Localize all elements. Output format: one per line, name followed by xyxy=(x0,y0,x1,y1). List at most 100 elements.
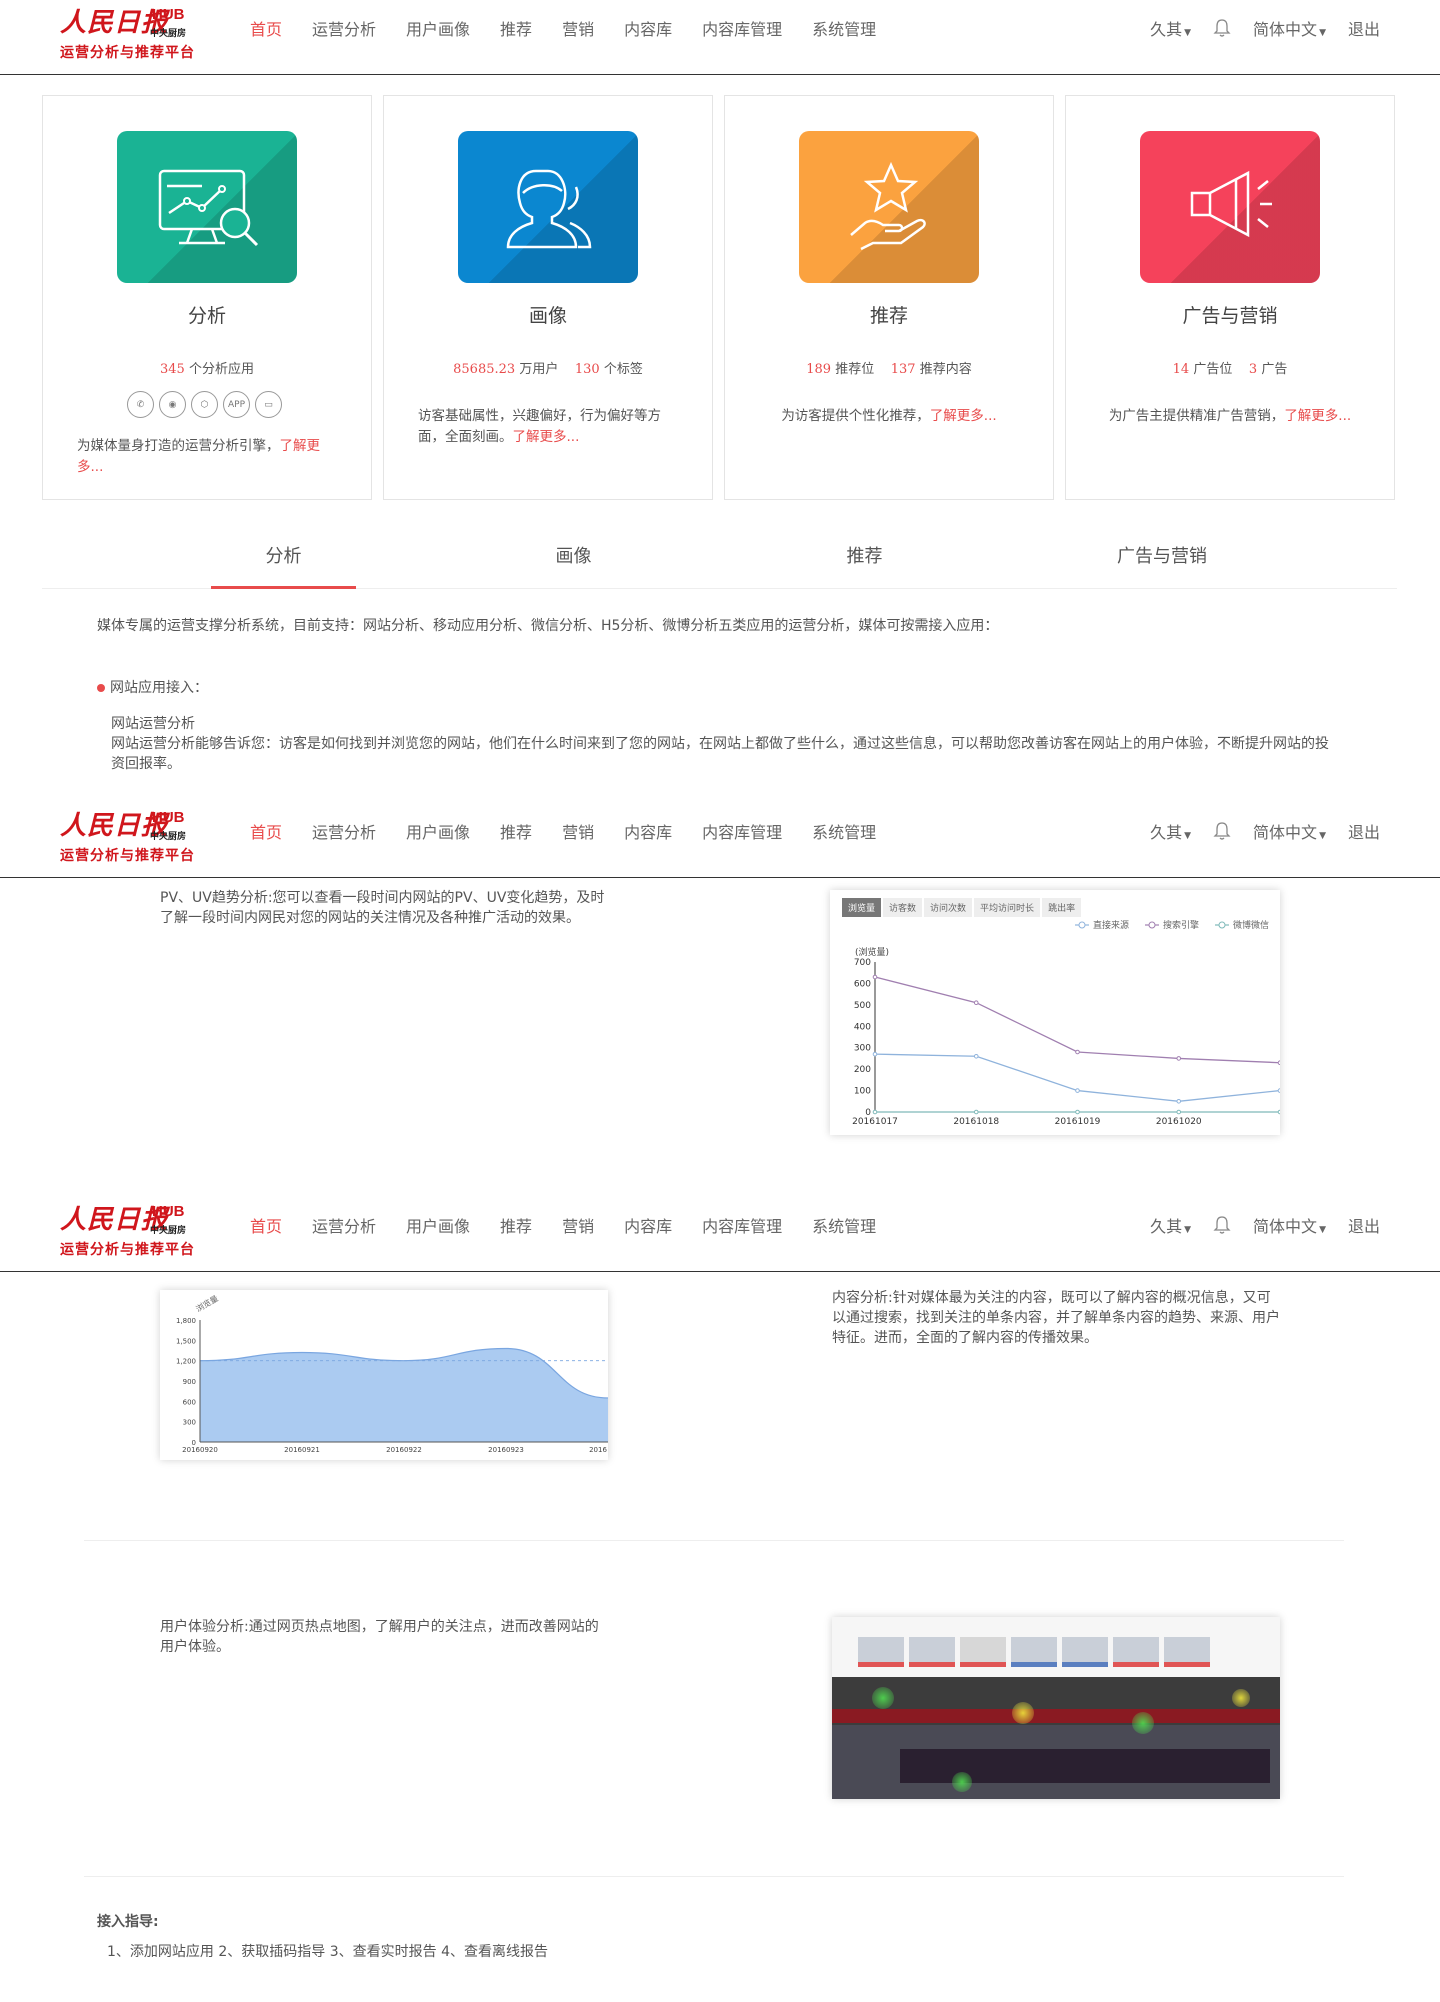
card-desc-text: 为广告主提供精准广告营销， xyxy=(1108,408,1285,424)
thumbnail[interactable] xyxy=(858,1637,904,1667)
legend-label: 微博微信 xyxy=(1233,919,1269,931)
heatmap-screenshot xyxy=(832,1617,1280,1799)
data-point xyxy=(1277,1088,1280,1093)
user-menu[interactable]: 久其 ▼ xyxy=(1150,819,1191,843)
nav-item-user-profile[interactable]: 用户画像 xyxy=(406,1217,471,1236)
sticky-header: 人民日报 HUB 中央厨房 运营分析与推荐平台 首页 运营分析 用户画像 推荐 … xyxy=(0,803,1440,878)
card-description: 访客基础属性，兴趣偏好，行为偏好等方面，全面刻画。了解更多... xyxy=(418,406,678,448)
card-recommend[interactable]: 推荐 189 推荐位 137 推荐内容 为访客提供个性化推荐，了解更多... xyxy=(724,95,1054,500)
nav-item-home[interactable]: 首页 xyxy=(250,20,283,39)
nav-item-recommend[interactable]: 推荐 xyxy=(500,20,533,39)
bell-icon[interactable] xyxy=(1213,1215,1231,1235)
language-select[interactable]: 简体中文 ▼ xyxy=(1253,1213,1326,1237)
nav-item-ops-analysis[interactable]: 运营分析 xyxy=(312,823,377,842)
nav-item-home[interactable]: 首页 xyxy=(250,1217,283,1236)
card-profile[interactable]: 画像 85685.23 万用户 130 个标签 访客基础属性，兴趣偏好，行为偏好… xyxy=(383,95,713,500)
metric-tab-pageviews[interactable]: 浏览量 xyxy=(842,898,882,917)
nav-item-marketing[interactable]: 营销 xyxy=(562,1217,595,1236)
x-tick-label: 20160922 xyxy=(386,1446,422,1454)
thumbnail[interactable] xyxy=(1011,1637,1057,1667)
stat-value: 189 xyxy=(806,362,832,377)
nav-item-ops-analysis[interactable]: 运营分析 xyxy=(312,1217,377,1236)
site-ops-desc: 网站运营分析能够告诉您：访客是如何找到并浏览您的网站，他们在什么时间来到了您的网… xyxy=(111,736,1329,772)
learn-more-link[interactable]: 了解更多... xyxy=(77,438,320,475)
html5-icon[interactable]: ⬡ xyxy=(191,391,218,418)
nav-item-system-admin[interactable]: 系统管理 xyxy=(812,20,877,39)
y-tick-label: 600 xyxy=(854,979,871,989)
nav-item-marketing[interactable]: 营销 xyxy=(562,823,595,842)
logo[interactable]: 人民日报 HUB 中央厨房 运营分析与推荐平台 xyxy=(60,1199,200,1259)
bell-icon[interactable] xyxy=(1213,18,1231,38)
nav-item-ops-analysis[interactable]: 运营分析 xyxy=(312,20,377,39)
card-desc-text: 为访客提供个性化推荐， xyxy=(781,408,930,424)
legend-swatch-dot xyxy=(1218,921,1226,929)
logo[interactable]: 人民日报 HUB 中央厨房 运营分析与推荐平台 xyxy=(60,2,200,62)
y-tick-label: 0 xyxy=(865,1108,871,1118)
language-select[interactable]: 简体中文 ▼ xyxy=(1253,819,1326,843)
nav-item-content-library-admin[interactable]: 内容库管理 xyxy=(702,823,783,842)
stat-value: 85685.23 xyxy=(453,362,516,377)
weibo-icon[interactable]: ◉ xyxy=(159,391,186,418)
logout-link[interactable]: 退出 xyxy=(1347,20,1380,39)
card-title: 分析 xyxy=(187,305,226,327)
thumbnail[interactable] xyxy=(1062,1637,1108,1667)
y-tick-label: 400 xyxy=(854,1022,871,1032)
logout-link[interactable]: 退出 xyxy=(1347,823,1380,842)
card-ads[interactable]: 广告与营销 14 广告位 3 广告 为广告主提供精准广告营销，了解更多... xyxy=(1065,95,1395,500)
data-point xyxy=(872,974,878,980)
heat-spot xyxy=(1232,1689,1250,1707)
logo[interactable]: 人民日报 HUB 中央厨房 运营分析与推荐平台 xyxy=(60,805,200,865)
wechat-icon[interactable]: ✆ xyxy=(127,391,154,418)
nav-item-content-library-admin[interactable]: 内容库管理 xyxy=(702,20,783,39)
nav-item-marketing[interactable]: 营销 xyxy=(562,20,595,39)
heat-spot xyxy=(872,1687,894,1709)
nav-item-system-admin[interactable]: 系统管理 xyxy=(812,1217,877,1236)
nav-item-system-admin[interactable]: 系统管理 xyxy=(812,823,877,842)
app-icon[interactable]: APP xyxy=(223,391,250,418)
nav-item-content-library[interactable]: 内容库 xyxy=(624,823,673,842)
y-tick-label: 0 xyxy=(192,1439,196,1447)
stat-value: 137 xyxy=(890,362,916,377)
thumbnail[interactable] xyxy=(1113,1637,1159,1667)
user-menu[interactable]: 久其 ▼ xyxy=(1150,1213,1191,1237)
nav-item-content-library[interactable]: 内容库 xyxy=(624,20,673,39)
y-tick-label: 500 xyxy=(854,1001,871,1011)
main-nav: 首页 运营分析 用户画像 推荐 营销 内容库 内容库管理 系统管理 xyxy=(250,819,906,843)
metric-tab-avg-duration[interactable]: 平均访问时长 xyxy=(974,898,1041,917)
tab-analysis[interactable]: 分析 xyxy=(265,546,302,567)
logout-link[interactable]: 退出 xyxy=(1347,1217,1380,1236)
card-analysis[interactable]: 分析 345 个分析应用 ✆ ◉ ⬡ APP ▭ 为媒体量身打造的运营分析引擎，… xyxy=(42,95,372,500)
learn-more-link[interactable]: 了解更多... xyxy=(929,408,997,424)
nav-item-recommend[interactable]: 推荐 xyxy=(500,1217,533,1236)
bell-icon[interactable] xyxy=(1213,821,1231,841)
user-menu[interactable]: 久其 ▼ xyxy=(1150,16,1191,40)
card-title: 广告与营销 xyxy=(1182,305,1278,327)
intro-text: 媒体专属的运营支撑分析系统，目前支持：网站分析、移动应用分析、微信分析、H5分析… xyxy=(97,618,999,634)
desktop-icon[interactable]: ▭ xyxy=(255,391,282,418)
nav-item-content-library[interactable]: 内容库 xyxy=(624,1217,673,1236)
tab-recommend[interactable]: 推荐 xyxy=(846,546,883,567)
logo-hub-text: HUB xyxy=(152,1203,185,1220)
nav-item-user-profile[interactable]: 用户画像 xyxy=(406,20,471,39)
language-label: 简体中文 xyxy=(1253,823,1318,842)
thumbnail[interactable] xyxy=(960,1637,1006,1667)
metric-tab-visits[interactable]: 访问次数 xyxy=(924,898,973,917)
metric-tab-visitors[interactable]: 访客数 xyxy=(883,898,923,917)
nav-item-recommend[interactable]: 推荐 xyxy=(500,823,533,842)
language-select[interactable]: 简体中文 ▼ xyxy=(1253,16,1326,40)
feature-tabs: 分析 画像 推荐 广告与营销 xyxy=(42,527,1397,589)
tab-profile[interactable]: 画像 xyxy=(555,546,592,567)
heat-spot xyxy=(952,1772,972,1792)
tab-ads[interactable]: 广告与营销 xyxy=(1117,546,1207,567)
main-nav: 首页 运营分析 用户画像 推荐 营销 内容库 内容库管理 系统管理 xyxy=(250,16,906,40)
divider xyxy=(84,1876,1344,1877)
nav-item-user-profile[interactable]: 用户画像 xyxy=(406,823,471,842)
thumbnail[interactable] xyxy=(1164,1637,1210,1667)
metric-tab-bounce-rate[interactable]: 跳出率 xyxy=(1042,898,1082,917)
learn-more-link[interactable]: 了解更多... xyxy=(1284,408,1352,424)
nav-item-content-library-admin[interactable]: 内容库管理 xyxy=(702,1217,783,1236)
series-line xyxy=(874,1053,1280,1102)
thumbnail[interactable] xyxy=(909,1637,955,1667)
nav-item-home[interactable]: 首页 xyxy=(250,823,283,842)
learn-more-link[interactable]: 了解更多... xyxy=(512,429,580,445)
